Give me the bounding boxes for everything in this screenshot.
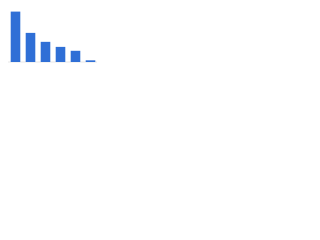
chart — [8, 11, 97, 63]
page: (() => { const data = JSON.parse(documen… — [0, 0, 100, 71]
bar — [55, 46, 66, 62]
bar — [25, 32, 36, 62]
bar — [70, 50, 81, 62]
bar — [40, 41, 51, 62]
bar — [10, 11, 21, 63]
bar — [85, 60, 96, 62]
